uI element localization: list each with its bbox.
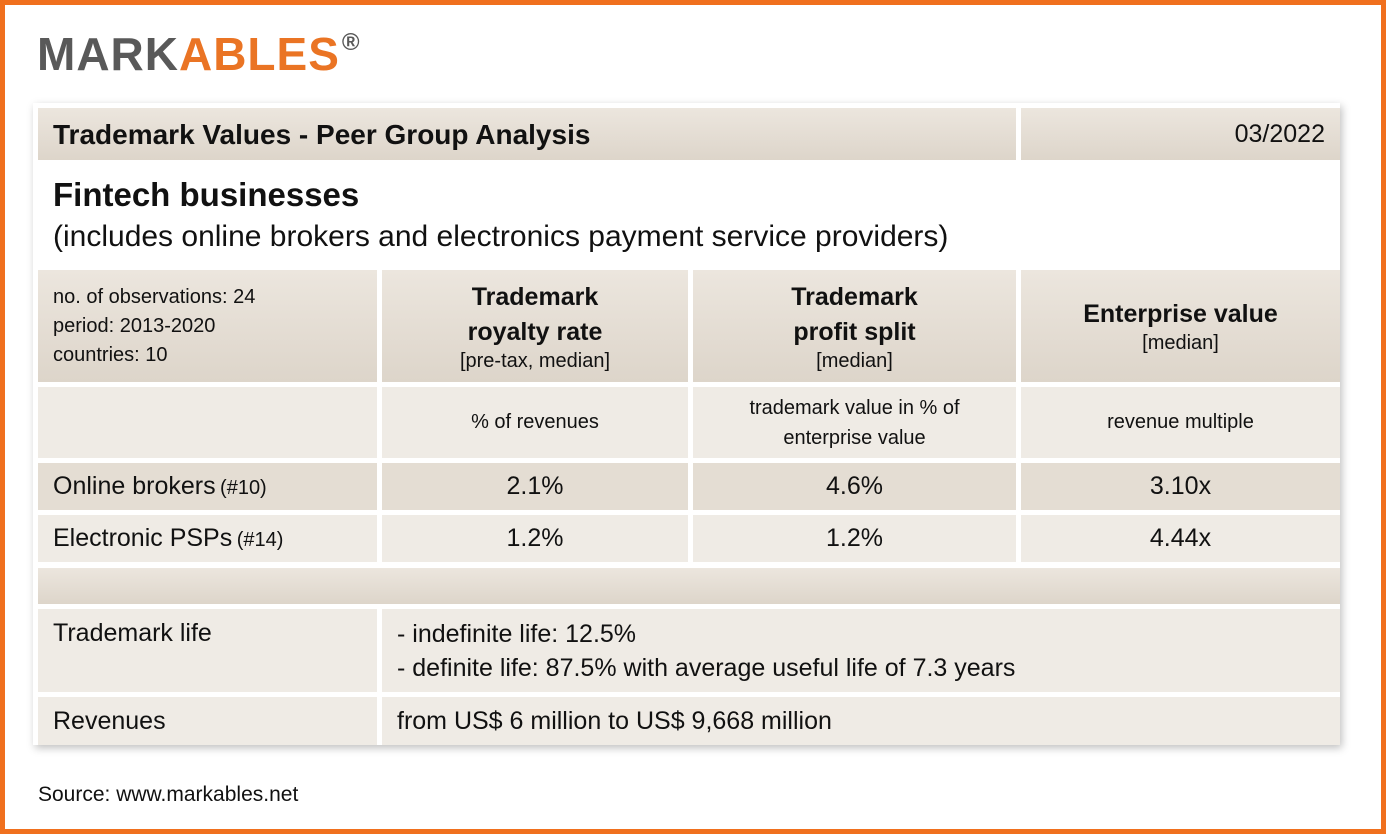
info-line: period: 2013-2020 [53,314,216,337]
row-value: 1.2% [506,524,564,552]
detail-line: - indefinite life: 12.5% [397,619,637,648]
row-name-cell: Electronic PSPs (#14) [38,515,377,562]
column-title: Trademark [471,282,599,311]
column-title: profit split [793,317,916,346]
column-title: Trademark [791,282,918,311]
spacer-row [38,568,1340,604]
row-count: (#14) [236,529,284,551]
source: Source: www.markables.net [38,783,299,806]
logo-mark: ® [341,29,361,56]
detail-value-cell: - indefinite life: 12.5% - definite life… [382,609,1340,692]
column-unit: % of revenues [471,411,599,433]
header-date: 03/2022 [1234,119,1325,148]
subtitle-cell: Fintech businesses (includes online brok… [38,163,1340,267]
logo: MARKABLES® [37,27,361,81]
row-name-cell: Online brokers (#10) [38,463,377,510]
detail-value-cell: from US$ 6 million to US$ 9,668 million [382,697,1340,745]
row-name: Online brokers [53,472,216,500]
unit-cell: trademark value in % of enterprise value [693,387,1016,458]
header-date-cell: 03/2022 [1021,108,1340,160]
column-title: royalty rate [467,317,603,346]
value-cell: 3.10x [1021,463,1340,510]
value-cell: 1.2% [693,515,1016,562]
logo-dark: MARK [37,28,179,80]
column-note: [pre-tax, median] [459,349,611,372]
detail-line: from US$ 6 million to US$ 9,668 million [397,706,832,735]
table: Trademark Values - Peer Group Analysis 0… [33,103,1340,745]
value-cell: 1.2% [382,515,688,562]
row-value: 4.44x [1149,524,1212,552]
header-title-cell: Trademark Values - Peer Group Analysis [38,108,1016,160]
subtitle-note: (includes online brokers and electronics… [53,220,949,253]
detail-label-cell: Revenues [38,697,377,745]
column-title: Enterprise value [1083,300,1278,328]
subtitle-title: Fintech businesses [53,176,360,213]
column-header: Enterprise value [median] [1021,270,1340,382]
value-cell: 2.1% [382,463,688,510]
row-value: 3.10x [1149,472,1212,500]
row-count: (#10) [220,477,267,499]
column-header: Trademark profit split [median] [693,270,1016,382]
header-title: Trademark Values - Peer Group Analysis [53,118,591,150]
column-note: [median] [816,349,893,372]
detail-label-cell: Trademark life [38,609,377,692]
unit-cell: % of revenues [382,387,688,458]
info-cell: no. of observations: 24 period: 2013-202… [38,270,377,382]
row-value: 2.1% [506,472,564,500]
column-unit: trademark value in % of enterprise value [749,396,960,449]
column-header: Trademark royalty rate [pre-tax, median] [382,270,688,382]
logo-orange: ABLES [178,28,340,80]
unit-cell: revenue multiple [1021,387,1340,458]
row-value: 1.2% [826,524,883,552]
row-value: 4.6% [826,472,883,500]
detail-label: Revenues [53,706,166,735]
info-line: no. of observations: 24 [53,285,256,308]
column-note: [median] [1142,332,1219,354]
empty-cell [38,387,377,458]
detail-line: - definite life: 87.5% with average usef… [397,653,1016,682]
value-cell: 4.44x [1021,515,1340,562]
value-cell: 4.6% [693,463,1016,510]
column-unit: revenue multiple [1107,411,1254,433]
row-name: Electronic PSPs [53,524,233,552]
info-line: countries: 10 [53,343,168,366]
detail-label: Trademark life [53,619,212,647]
